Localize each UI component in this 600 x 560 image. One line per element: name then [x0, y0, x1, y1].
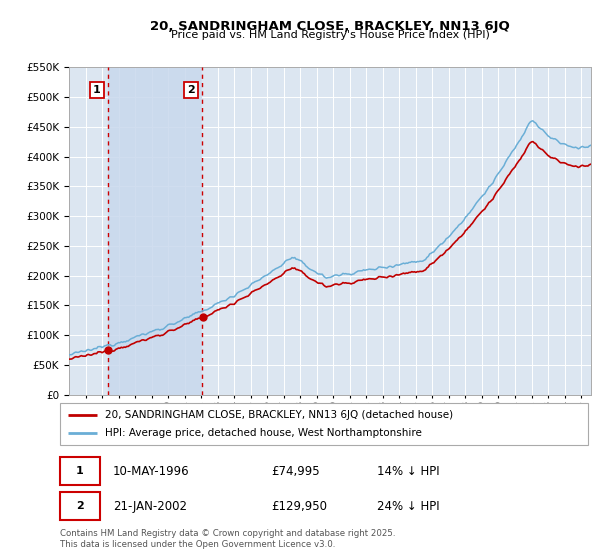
Text: 1: 1 — [93, 85, 101, 95]
FancyBboxPatch shape — [60, 492, 100, 520]
Text: 20, SANDRINGHAM CLOSE, BRACKLEY, NN13 6JQ: 20, SANDRINGHAM CLOSE, BRACKLEY, NN13 6J… — [150, 20, 510, 32]
Text: 24% ↓ HPI: 24% ↓ HPI — [377, 500, 439, 512]
Text: 20, SANDRINGHAM CLOSE, BRACKLEY, NN13 6JQ (detached house): 20, SANDRINGHAM CLOSE, BRACKLEY, NN13 6J… — [105, 410, 453, 420]
Text: 14% ↓ HPI: 14% ↓ HPI — [377, 465, 439, 478]
FancyBboxPatch shape — [60, 403, 588, 445]
Text: £74,995: £74,995 — [271, 465, 320, 478]
Text: 21-JAN-2002: 21-JAN-2002 — [113, 500, 187, 512]
Text: Contains HM Land Registry data © Crown copyright and database right 2025.
This d: Contains HM Land Registry data © Crown c… — [60, 529, 395, 549]
Text: HPI: Average price, detached house, West Northamptonshire: HPI: Average price, detached house, West… — [105, 428, 422, 438]
FancyBboxPatch shape — [60, 457, 100, 485]
Bar — [108, 67, 202, 395]
Text: £129,950: £129,950 — [271, 500, 327, 512]
Text: 2: 2 — [187, 85, 195, 95]
Text: 1: 1 — [76, 466, 83, 476]
Text: 10-MAY-1996: 10-MAY-1996 — [113, 465, 190, 478]
Text: 2: 2 — [76, 501, 83, 511]
Text: Price paid vs. HM Land Registry's House Price Index (HPI): Price paid vs. HM Land Registry's House … — [170, 30, 490, 40]
